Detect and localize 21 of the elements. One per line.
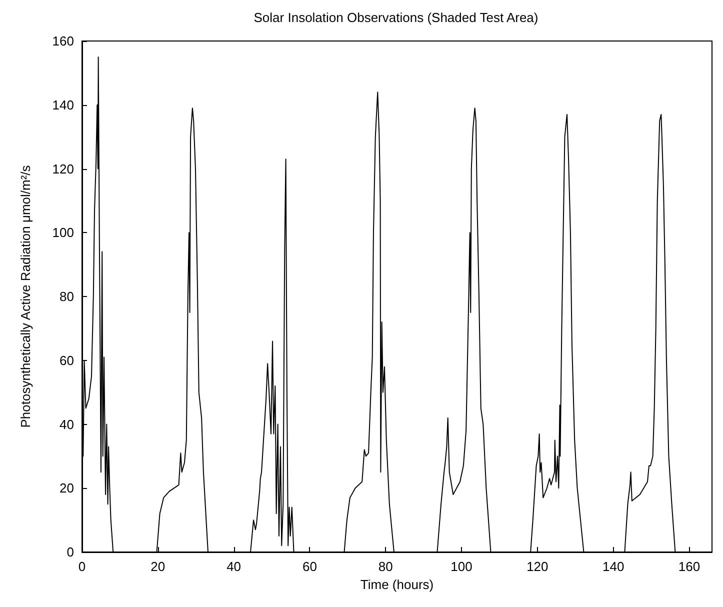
y-tick-label: 160 xyxy=(52,34,74,48)
y-tick-label: 100 xyxy=(52,225,74,240)
x-tick-label: 20 xyxy=(150,559,166,574)
x-tick-label: 140 xyxy=(602,559,624,574)
x-tick-label: 0 xyxy=(78,559,86,574)
x-tick-label: 80 xyxy=(378,559,393,574)
x-tick-label: 40 xyxy=(226,559,242,574)
y-tick-label: 140 xyxy=(52,97,74,112)
y-tick-label: 120 xyxy=(52,161,74,176)
y-tick-label: 60 xyxy=(60,352,74,368)
y-tick-label: 80 xyxy=(60,289,74,304)
x-axis-title: Time (hours) xyxy=(360,576,434,592)
y-tick-label: 40 xyxy=(60,416,74,432)
y-tick-label: 20 xyxy=(60,480,74,496)
x-tick-label: 60 xyxy=(302,559,317,574)
y-axis-title: Photosynthetically Active Radiation μmol/m²/s xyxy=(18,164,33,428)
x-tick-label: 160 xyxy=(678,559,700,574)
chart-title: Solar Insolation Observations (Shaded Test Area) xyxy=(254,10,538,25)
x-tick-label: 100 xyxy=(450,559,472,574)
x-tick-label: 120 xyxy=(526,559,548,574)
y-tick-label: 0 xyxy=(66,544,74,560)
